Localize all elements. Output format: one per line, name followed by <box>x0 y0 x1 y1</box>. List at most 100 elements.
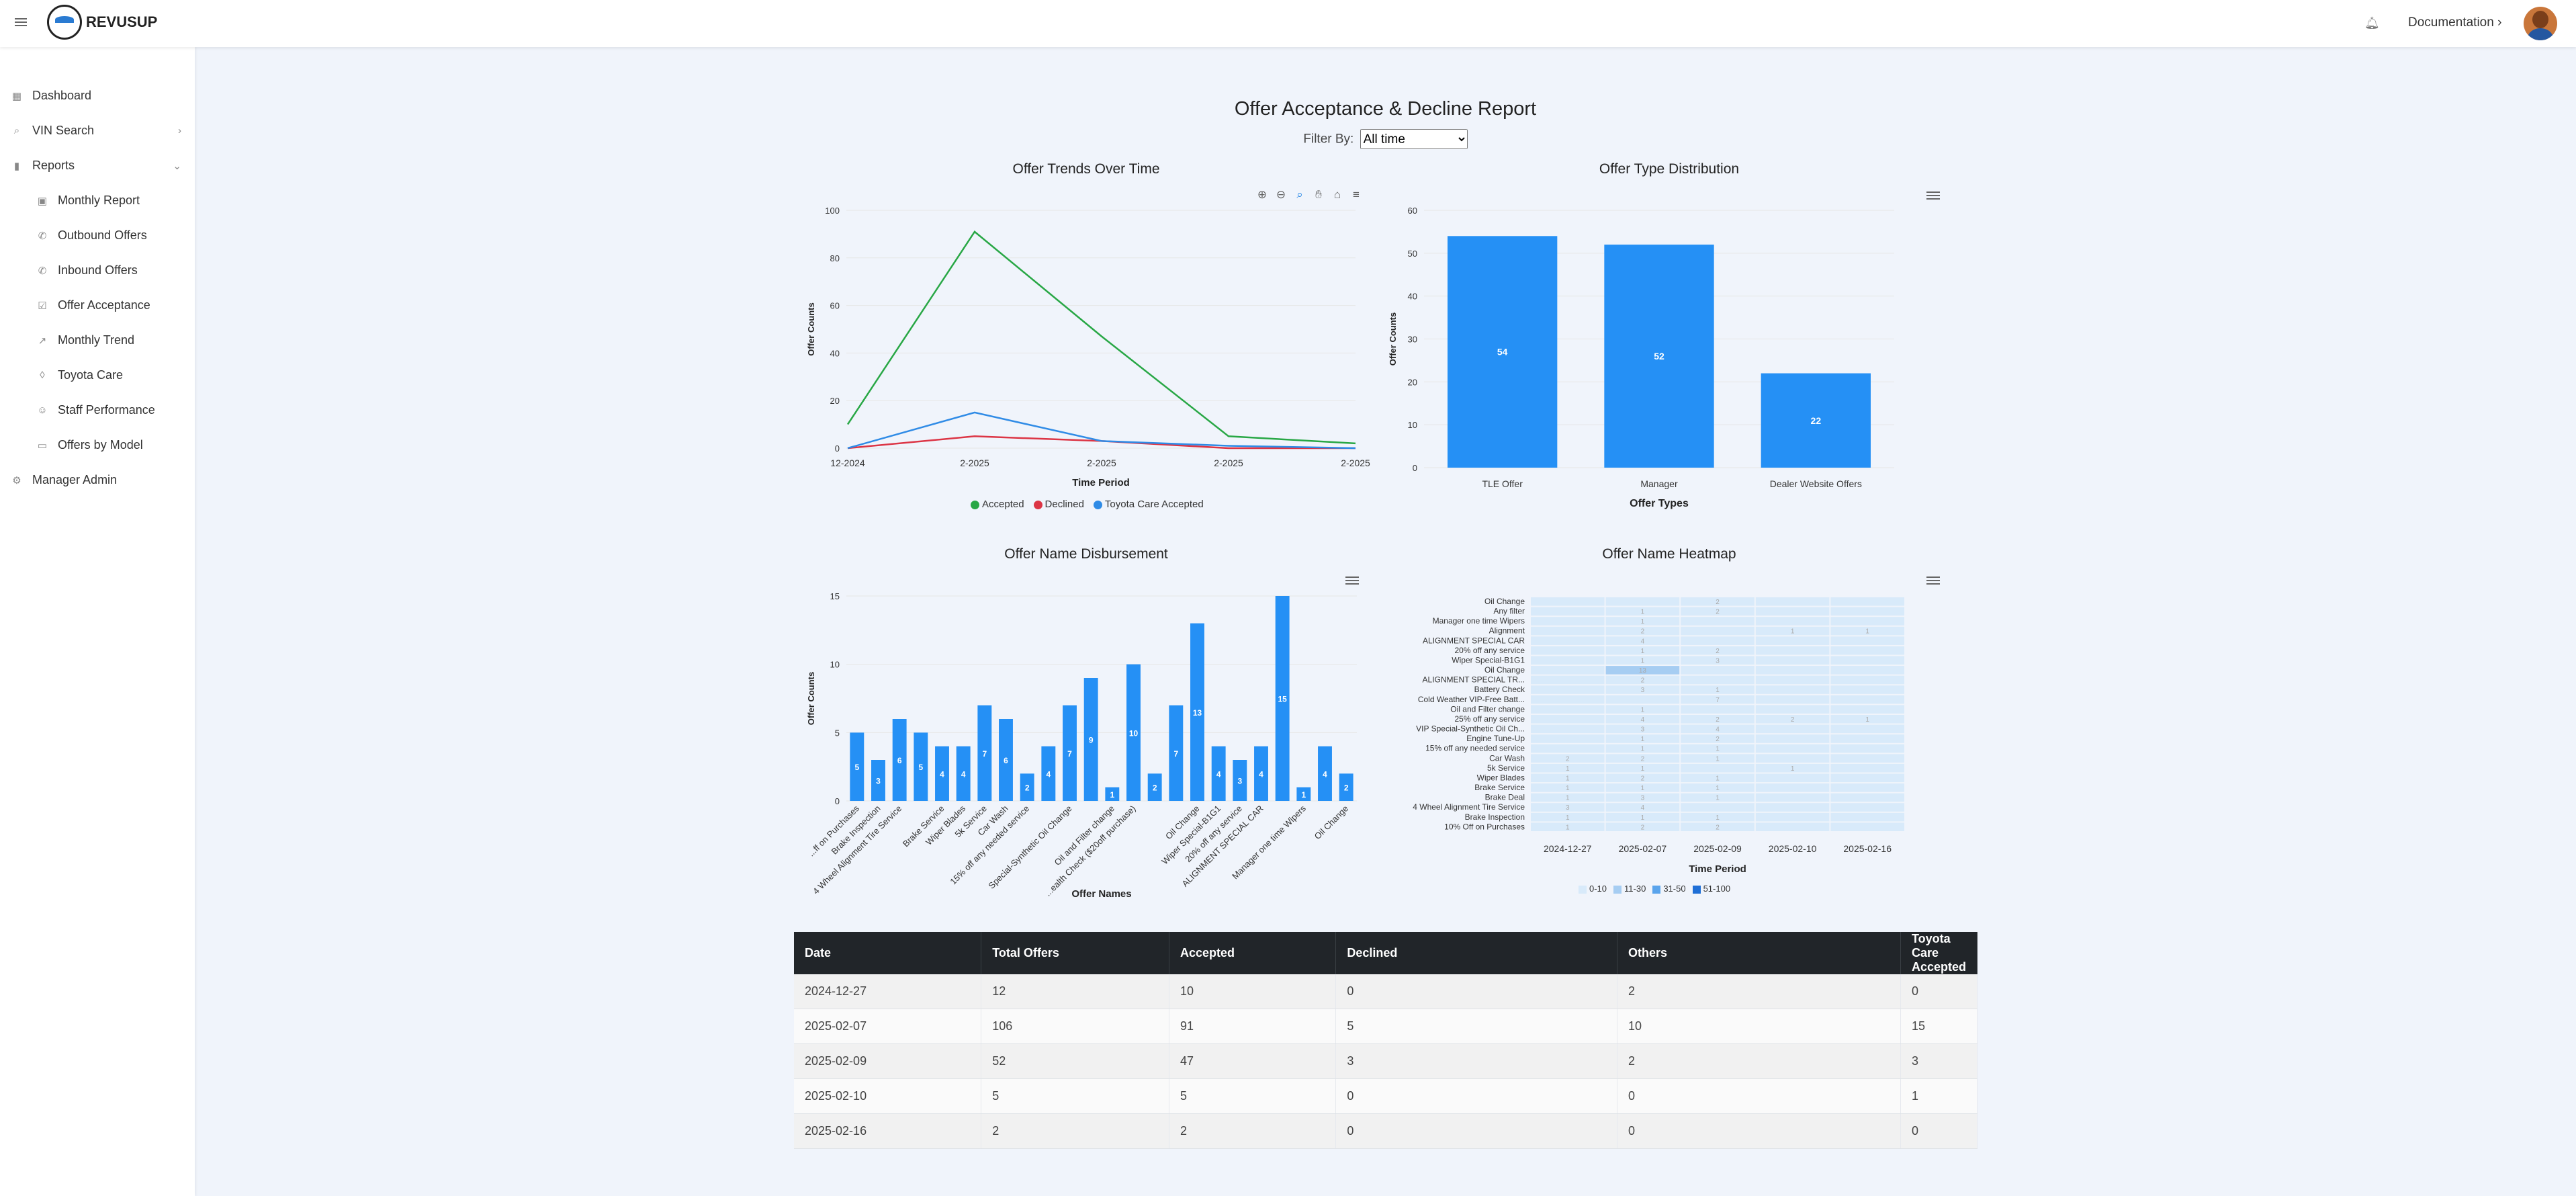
heatmap-cell <box>1681 763 1755 773</box>
sidebar-item-dashboard[interactable]: ▦ Dashboard <box>11 89 185 103</box>
heatmap-cell <box>1605 705 1680 714</box>
bell-icon[interactable]: 🔔︎ <box>2364 16 2380 30</box>
cell-label: 1 <box>1716 775 1720 782</box>
y-tick-label: Oil Change <box>1484 597 1525 606</box>
heatmap-cell <box>1681 724 1755 734</box>
zoom-out-icon[interactable]: ⊖ <box>1276 188 1286 201</box>
sidebar-item-toyota-care[interactable]: ◊ Toyota Care <box>36 368 184 382</box>
cell-label: 1 <box>1566 795 1570 802</box>
documentation-link[interactable]: Documentation › <box>2408 15 2502 30</box>
bar <box>1083 678 1098 801</box>
table-cell: 5 <box>981 1078 1169 1114</box>
cell-label: 1 <box>1641 785 1645 792</box>
heatmap-cell <box>1755 822 1830 831</box>
x-tick-label: 2025-02-16 <box>1843 843 1892 854</box>
menu-toggle-icon[interactable] <box>15 16 27 30</box>
reset-home-icon[interactable]: ⌂ <box>1333 188 1341 201</box>
column-header[interactable]: Accepted <box>1169 932 1337 974</box>
chevron-right-icon: › <box>178 125 181 136</box>
heatmap-cell <box>1605 646 1680 655</box>
heatmap-cell <box>1531 724 1605 734</box>
cell-label: 3 <box>1566 804 1570 812</box>
heatmap-cell <box>1755 715 1830 724</box>
y-tick-label: 5 <box>835 728 840 738</box>
cell-label: 3 <box>1641 795 1645 802</box>
chart-menu-icon[interactable] <box>1926 191 1940 201</box>
y-tick-label: 0 <box>1413 463 1417 473</box>
x-tick-label: 2025-02-07 <box>1619 843 1667 854</box>
table-cell: 0 <box>1900 1113 1978 1149</box>
heatmap-cell <box>1531 754 1605 763</box>
sidebar-item-manager-admin[interactable]: ⚙ Manager Admin <box>11 473 185 487</box>
cell-label: 7 <box>1716 697 1720 704</box>
x-tick-label: 12-2024 <box>830 458 865 468</box>
heatmap-cell <box>1755 744 1830 753</box>
pan-icon[interactable]: ✋︎ <box>1315 188 1322 201</box>
y-axis-label: Offer Counts <box>806 672 816 725</box>
y-tick-label: Wiper Blades <box>1477 773 1525 782</box>
legend-item-range[interactable]: 11-30 <box>1613 884 1646 894</box>
heatmap-cell <box>1531 763 1605 773</box>
chart-menu-icon[interactable]: ≡ <box>1353 188 1360 201</box>
heatmap-cell <box>1830 675 1904 685</box>
y-tick-label: 20 <box>1408 377 1417 387</box>
chart-menu-icon[interactable] <box>1345 576 1359 586</box>
sidebar-item-reports[interactable]: ▮ Reports ⌄ <box>11 159 181 173</box>
heatmap-cell <box>1681 715 1755 724</box>
sidebar-item-offers-by-model[interactable]: ▭ Offers by Model <box>36 438 184 452</box>
column-header[interactable]: Others <box>1617 932 1901 974</box>
filter-select[interactable]: All time <box>1360 129 1468 149</box>
report-table: Date Total Offers Accepted Declined Othe… <box>794 932 1978 1149</box>
sidebar-item-monthly-trend[interactable]: ↗ Monthly Trend <box>36 333 184 347</box>
legend-item-declined[interactable]: Declined <box>1033 499 1084 510</box>
sidebar-item-outbound-offers[interactable]: ✆ Outbound Offers <box>36 228 184 243</box>
sidebar-item-staff-performance[interactable]: ☺ Staff Performance <box>36 403 184 417</box>
cell-label: 4 <box>1641 804 1645 812</box>
table-cell: 47 <box>1169 1043 1337 1079</box>
sidebar-item-monthly-report[interactable]: ▣ Monthly Report <box>36 194 184 208</box>
y-tick-label: ALIGNMENT SPECIAL CAR <box>1423 636 1525 645</box>
column-header[interactable]: Total Offers <box>981 932 1169 974</box>
table-cell: 2024-12-27 <box>794 974 982 1009</box>
cell-label: 1 <box>1716 795 1720 802</box>
bar <box>871 760 885 801</box>
bar-data-label: 1 <box>1110 790 1114 800</box>
chart-toolbar: ⊕ ⊖ ⌕ ✋︎ ⌂ ≡ <box>1255 188 1364 202</box>
user-avatar[interactable] <box>2524 7 2557 40</box>
legend-item-range[interactable]: 31-50 <box>1652 884 1686 894</box>
legend-item-accepted[interactable]: Accepted <box>971 499 1024 510</box>
calendar-icon: ▣ <box>37 195 48 207</box>
cell-label: 2 <box>1716 736 1720 743</box>
chart-menu-icon[interactable] <box>1926 576 1940 586</box>
heatmap-cell <box>1605 617 1680 626</box>
bar <box>850 732 864 801</box>
heatmap-cell <box>1830 695 1904 704</box>
cell-label: 1 <box>1716 785 1720 792</box>
column-header[interactable]: Declined <box>1335 932 1617 974</box>
chart-title-offer-types: Offer Type Distribution <box>1599 161 1740 177</box>
sidebar-item-label: Toyota Care <box>58 368 124 382</box>
chart-title-trends: Offer Trends Over Time <box>1012 161 1160 177</box>
sidebar-item-vin-search[interactable]: ⌕ VIN Search › <box>11 124 181 138</box>
brand-logo[interactable] <box>47 5 82 40</box>
column-header[interactable]: Date <box>794 932 982 974</box>
sidebar: ▦ Dashboard ⌕ VIN Search › ▮ Reports ⌄ ▣ Month… <box>0 47 195 1196</box>
series-line <box>846 230 1356 445</box>
heatmap-cell <box>1605 783 1680 792</box>
heatmap-cell <box>1605 793 1680 802</box>
zoom-selection-icon[interactable]: ⌕ <box>1296 188 1303 201</box>
legend-item-toyota-care[interactable]: Toyota Care Accepted <box>1093 499 1204 510</box>
bar-data-label: 3 <box>876 777 881 786</box>
sidebar-item-inbound-offers[interactable]: ✆ Inbound Offers <box>36 263 184 277</box>
heatmap-cell <box>1605 666 1680 675</box>
heatmap-cell <box>1681 754 1755 763</box>
zoom-in-icon[interactable]: ⊕ <box>1257 188 1268 201</box>
cell-label: 2 <box>1641 824 1645 831</box>
cell-label: 1 <box>1716 687 1720 694</box>
phone-incoming-icon: ✆ <box>38 265 47 277</box>
sidebar-item-offer-acceptance[interactable]: ☑ Offer Acceptance <box>36 298 184 312</box>
legend-item-range[interactable]: 51-100 <box>1692 884 1730 894</box>
column-header[interactable]: Toyota Care Accepted <box>1900 932 1978 974</box>
legend-item-range[interactable]: 0-10 <box>1579 884 1607 894</box>
y-tick-label: Any filter <box>1493 607 1525 616</box>
